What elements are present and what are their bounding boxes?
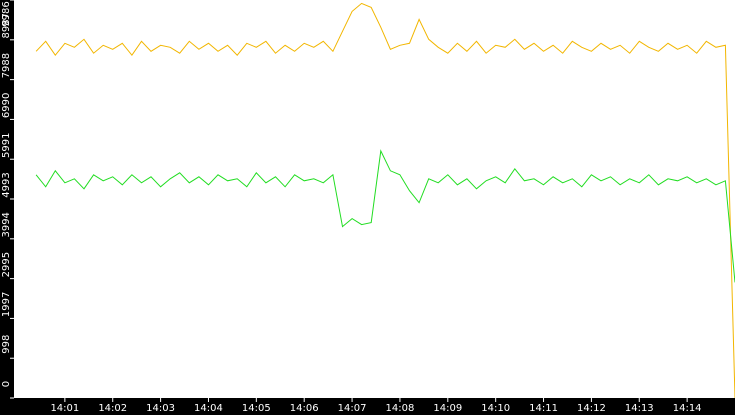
y-tick-label: 0: [1, 381, 12, 387]
x-tick-label: 14:12: [577, 403, 606, 414]
series-line: [35, 149, 735, 283]
y-tick-label: 1997: [1, 292, 12, 317]
y-tick-label: 2995: [1, 252, 12, 277]
y-tick-label: 3994: [1, 212, 12, 237]
y-tick-label: 8987: [1, 13, 12, 38]
x-tick-label: 14:04: [194, 403, 223, 414]
x-tick-label: 14:06: [290, 403, 319, 414]
x-tick-label: 14:03: [146, 403, 175, 414]
x-tick-label: 14:08: [386, 403, 415, 414]
x-tick-label: 14:13: [625, 403, 654, 414]
x-tick-label: 14:10: [481, 403, 510, 414]
series-line: [35, 2, 735, 399]
y-tick-label: 9986: [1, 1, 12, 26]
y-tick-label: 998: [1, 335, 12, 354]
x-tick-label: 14:09: [433, 403, 462, 414]
y-tick-label: 6990: [1, 93, 12, 118]
x-tick-label: 14:14: [673, 403, 702, 414]
x-tick-label: 14:02: [98, 403, 127, 414]
y-tick-label: 5991: [1, 132, 12, 157]
y-tick-label: 7988: [1, 53, 12, 78]
x-tick-label: 14:11: [529, 403, 558, 414]
x-tick-label: 14:05: [242, 403, 271, 414]
y-tick-label: 4993: [1, 172, 12, 197]
x-tick-label: 14:07: [338, 403, 367, 414]
x-tick-label: 14:01: [50, 403, 79, 414]
